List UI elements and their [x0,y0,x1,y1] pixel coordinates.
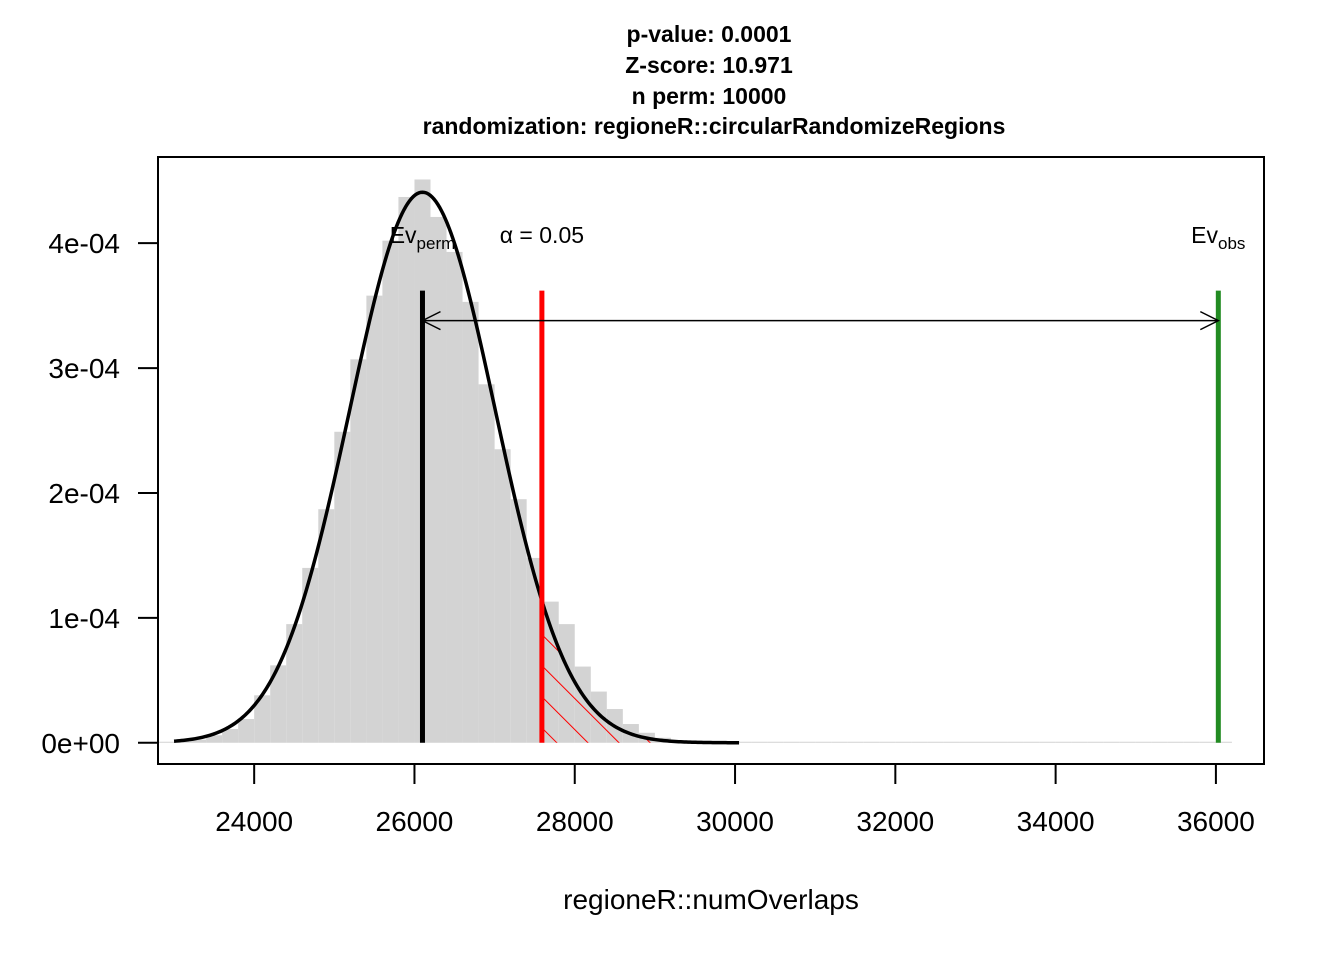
histogram-bar [1199,741,1216,743]
histogram-bar [991,741,1008,743]
histogram-bar [927,741,944,743]
histogram-bar [1151,741,1168,743]
x-tick-label: 32000 [856,806,934,837]
ev-obs-label: Evobs [1191,222,1245,253]
histogram-bar [799,741,816,743]
y-tick-label: 2e-04 [48,478,120,509]
histogram-bar [1071,741,1088,743]
alpha-rejection-region [541,600,671,743]
chart-title: p-value: 0.0001 Z-score: 10.971 n perm: … [423,21,1006,139]
histogram-bar [879,741,896,743]
histogram-bar [366,295,383,743]
histogram-bar [462,301,479,743]
histogram-bar [1135,741,1152,743]
x-tick-label: 34000 [1017,806,1095,837]
histogram-bar [382,240,399,743]
x-tick-label: 28000 [536,806,614,837]
histogram-bar [1103,741,1120,743]
histogram-bar [350,359,367,743]
histogram-bar [863,741,880,743]
title-line-randomization: randomization: regioneR::circularRandomi… [423,113,1006,139]
x-axis: 24000 26000 28000 30000 32000 34000 36000 [215,763,1255,837]
histogram-bar [286,624,303,743]
histogram-bar [735,741,752,743]
histogram-bar [895,741,912,743]
x-tick-label: 24000 [215,806,293,837]
histogram-bar [526,557,543,743]
annotations: Evperm α = 0.05 Evobs [390,222,1246,253]
y-tick-label: 4e-04 [48,228,120,259]
histogram-bar [1087,741,1104,743]
histogram-bar [1039,741,1056,743]
title-line-nperm: n perm: 10000 [632,83,787,109]
title-line-pvalue: p-value: 0.0001 [627,21,792,47]
histogram-bar [1119,741,1136,743]
y-tick-label: 0e+00 [41,728,120,759]
x-tick-label: 36000 [1177,806,1255,837]
plot-area [158,179,1232,745]
histogram-bar [510,499,527,743]
histogram-bar [959,741,976,743]
histogram-bar [1183,741,1200,743]
histogram-bar [1007,741,1024,743]
histogram-bars [158,179,1232,743]
density-curve [173,190,740,745]
histogram-bar [815,741,832,743]
y-axis: 0e+00 1e-04 2e-04 3e-04 4e-04 [41,228,159,759]
x-tick-label: 30000 [696,806,774,837]
x-axis-label: regioneR::numOverlaps [563,884,859,915]
title-line-zscore: Z-score: 10.971 [625,52,793,78]
histogram-bar [767,741,784,743]
histogram-bar [1055,741,1072,743]
arrow-head-right [1199,310,1220,331]
histogram-bar [847,741,864,743]
histogram-bar [831,741,848,743]
histogram-bar [783,741,800,743]
histogram-bar [238,719,255,743]
histogram-bar [494,449,511,743]
histogram-bar [254,695,271,743]
histogram-bar [1215,741,1232,743]
difference-arrow [420,310,1220,331]
histogram-bar [1023,741,1040,743]
histogram-bar [911,741,928,743]
histogram-bar [334,431,351,743]
arrow-head-left [420,310,441,331]
histogram-bar [158,741,175,743]
histogram-bar [222,729,239,743]
histogram-bar [478,384,495,743]
ev-perm-label: Evperm [390,222,456,253]
alpha-label: α = 0.05 [500,222,584,248]
histogram-bar [190,739,207,743]
histogram-bar [943,741,960,743]
x-tick-label: 26000 [376,806,454,837]
histogram-bar [270,665,287,743]
histogram-bar [318,509,335,743]
y-tick-label: 1e-04 [48,603,120,634]
histogram-bar [206,735,223,743]
y-tick-label: 3e-04 [48,353,120,384]
histogram-bar [975,741,992,743]
histogram-bar [430,216,447,743]
histogram-bar [446,251,463,743]
histogram-bar [1167,741,1184,743]
histogram-bar [302,567,319,743]
histogram-bar [398,196,415,743]
histogram-bar [751,741,768,743]
